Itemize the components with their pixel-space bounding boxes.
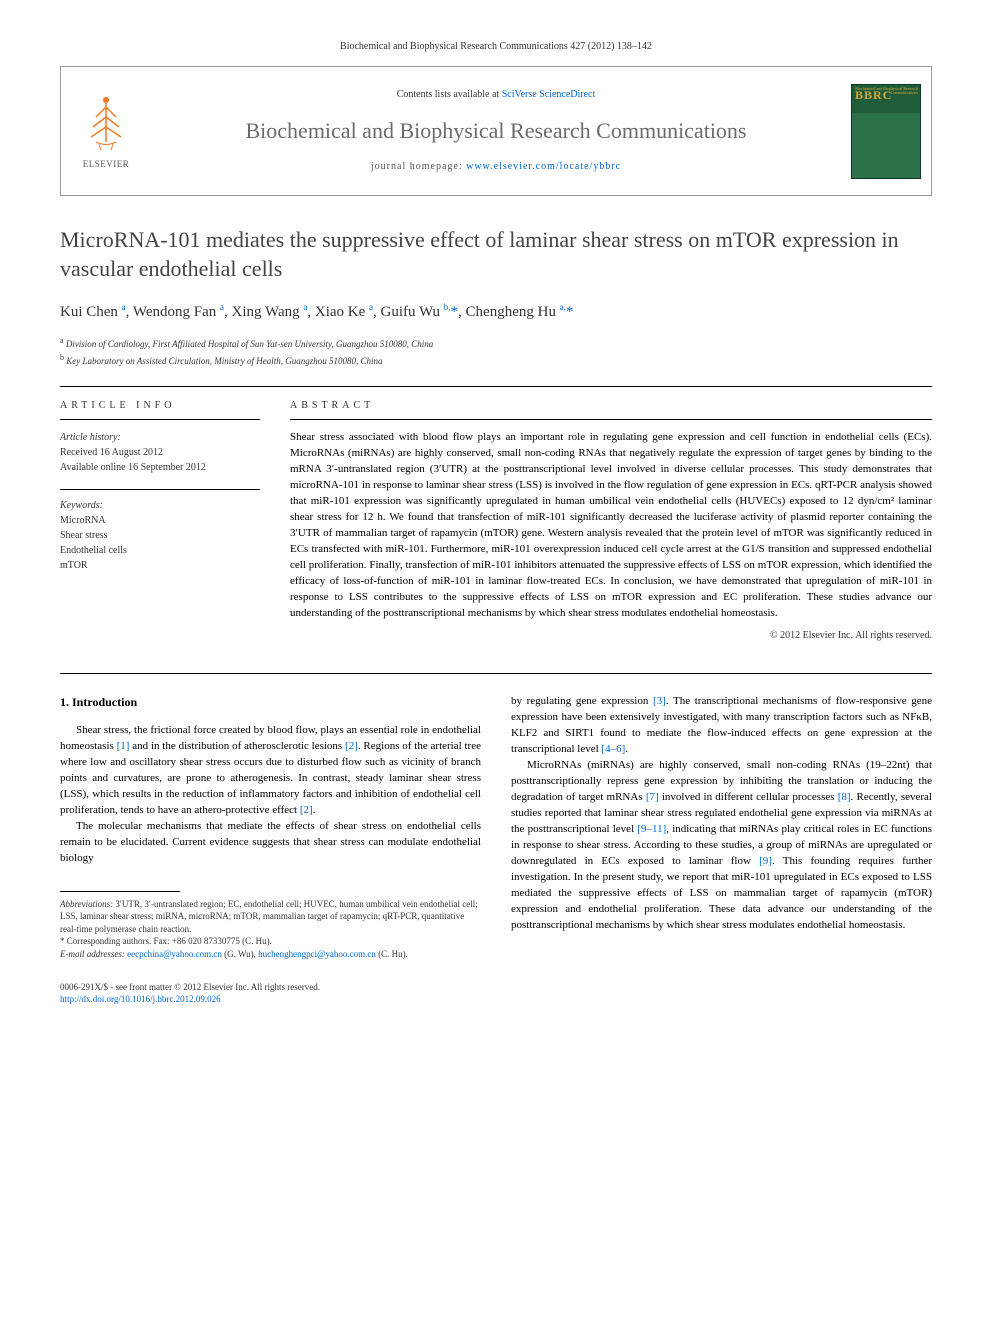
ref-link[interactable]: [4–6]: [601, 743, 625, 755]
intro-p3: by regulating gene expression [3]. The t…: [511, 694, 932, 758]
article-history: Article history: Received 16 August 2012…: [60, 430, 260, 475]
doi-link[interactable]: http://dx.doi.org/10.1016/j.bbrc.2012.09…: [60, 994, 221, 1004]
divider: [60, 386, 932, 387]
email-who-1: (G. Wu),: [222, 949, 258, 959]
ref-link[interactable]: [9–11]: [637, 823, 666, 835]
homepage-prefix: journal homepage:: [371, 161, 466, 172]
journal-header: ELSEVIER Contents lists available at Sci…: [60, 66, 932, 196]
contents-available: Contents lists available at SciVerse Sci…: [397, 88, 596, 102]
affiliations: a Division of Cardiology, First Affiliat…: [60, 335, 932, 368]
article-title: MicroRNA-101 mediates the suppressive ef…: [60, 226, 932, 283]
email-link-1[interactable]: eecpchina@yahoo.com.cn: [127, 949, 222, 959]
keywords-block: Keywords: MicroRNA Shear stress Endothel…: [60, 498, 260, 573]
abbreviations-note: Abbreviations: 3′UTR, 3′-untranslated re…: [60, 898, 481, 936]
article-info-header: ARTICLE INFO: [60, 399, 260, 420]
journal-title: Biochemical and Biophysical Research Com…: [246, 116, 747, 147]
ref-link[interactable]: [8]: [838, 791, 851, 803]
divider-2: [60, 673, 932, 674]
info-abstract-row: ARTICLE INFO Article history: Received 1…: [60, 399, 932, 643]
elsevier-tree-icon: [81, 92, 131, 152]
ref-link[interactable]: [2]: [300, 804, 313, 816]
ref-link[interactable]: [2]: [345, 740, 358, 752]
email-link-2[interactable]: huchenghengpci@yahoo.com.cn: [258, 949, 376, 959]
affiliation-a-text: Division of Cardiology, First Affiliated…: [66, 339, 433, 349]
footnotes: Abbreviations: 3′UTR, 3′-untranslated re…: [60, 891, 481, 961]
ref-link[interactable]: [7]: [646, 791, 659, 803]
authors: Kui Chen a, Wendong Fan a, Xing Wang a, …: [60, 301, 932, 323]
header-center: Contents lists available at SciVerse Sci…: [151, 67, 841, 195]
abbrev-label: Abbreviations:: [60, 899, 113, 909]
cover-subtitle: Biochemical and Biophysical Research Com…: [852, 87, 918, 96]
top-citation: Biochemical and Biophysical Research Com…: [60, 40, 932, 54]
abstract-text: Shear stress associated with blood flow …: [290, 430, 932, 621]
intro-p4: MicroRNAs (miRNAs) are highly conserved,…: [511, 758, 932, 933]
keyword-0: MicroRNA: [60, 513, 260, 528]
body-col-left: 1. Introduction Shear stress, the fricti…: [60, 694, 481, 1005]
abbrev-text: 3′UTR, 3′-untranslated region; EC, endot…: [60, 899, 478, 934]
keyword-1: Shear stress: [60, 528, 260, 543]
ref-link[interactable]: [1]: [117, 740, 130, 752]
journal-cover: BBRC Biochemical and Biophysical Researc…: [841, 67, 931, 195]
intro-heading: 1. Introduction: [60, 694, 481, 711]
abstract-column: ABSTRACT Shear stress associated with bl…: [290, 399, 932, 643]
page: Biochemical and Biophysical Research Com…: [0, 0, 992, 1046]
email-label: E-mail addresses:: [60, 949, 125, 959]
received-date: Received 16 August 2012: [60, 445, 260, 460]
elsevier-label: ELSEVIER: [83, 158, 130, 171]
issn-line: 0006-291X/$ - see front matter © 2012 El…: [60, 981, 481, 994]
footnote-divider: [60, 891, 180, 892]
article-info: ARTICLE INFO Article history: Received 1…: [60, 399, 260, 643]
keywords-label: Keywords:: [60, 498, 260, 513]
contents-prefix: Contents lists available at: [397, 89, 502, 100]
email-who-2: (C. Hu).: [376, 949, 408, 959]
affiliation-b: b Key Laboratory on Assisted Circulation…: [60, 352, 932, 369]
ref-link[interactable]: [3]: [653, 695, 666, 707]
sciencedirect-link[interactable]: SciVerse ScienceDirect: [502, 89, 596, 100]
ref-link[interactable]: [9]: [759, 855, 772, 867]
intro-p2: The molecular mechanisms that mediate th…: [60, 819, 481, 867]
affiliation-b-text: Key Laboratory on Assisted Circulation, …: [66, 356, 382, 366]
body-col-right: by regulating gene expression [3]. The t…: [511, 694, 932, 1005]
email-note: E-mail addresses: eecpchina@yahoo.com.cn…: [60, 948, 481, 961]
intro-p1: Shear stress, the frictional force creat…: [60, 723, 481, 819]
homepage-link[interactable]: www.elsevier.com/locate/ybbrc: [466, 161, 621, 172]
abstract-copyright: © 2012 Elsevier Inc. All rights reserved…: [290, 629, 932, 643]
info-divider: [60, 489, 260, 490]
footer-bar: 0006-291X/$ - see front matter © 2012 El…: [60, 981, 481, 1006]
keyword-2: Endothelial cells: [60, 543, 260, 558]
corresponding-note: * Corresponding authors. Fax: +86 020 87…: [60, 935, 481, 948]
body-columns: 1. Introduction Shear stress, the fricti…: [60, 694, 932, 1005]
cover-thumbnail: BBRC Biochemical and Biophysical Researc…: [851, 84, 921, 179]
history-label: Article history:: [60, 430, 260, 445]
keyword-3: mTOR: [60, 558, 260, 573]
affiliation-a: a Division of Cardiology, First Affiliat…: [60, 335, 932, 352]
elsevier-logo: ELSEVIER: [61, 67, 151, 195]
abstract-header: ABSTRACT: [290, 399, 932, 420]
available-date: Available online 16 September 2012: [60, 460, 260, 475]
homepage-line: journal homepage: www.elsevier.com/locat…: [371, 160, 621, 174]
